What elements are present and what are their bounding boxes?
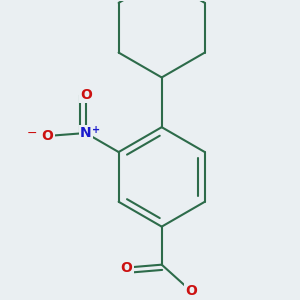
Text: N: N: [80, 126, 92, 140]
Text: −: −: [26, 127, 37, 140]
Text: +: +: [92, 124, 100, 134]
Text: O: O: [185, 284, 197, 298]
Text: O: O: [121, 261, 133, 274]
Text: O: O: [80, 88, 92, 102]
Text: O: O: [42, 129, 54, 143]
